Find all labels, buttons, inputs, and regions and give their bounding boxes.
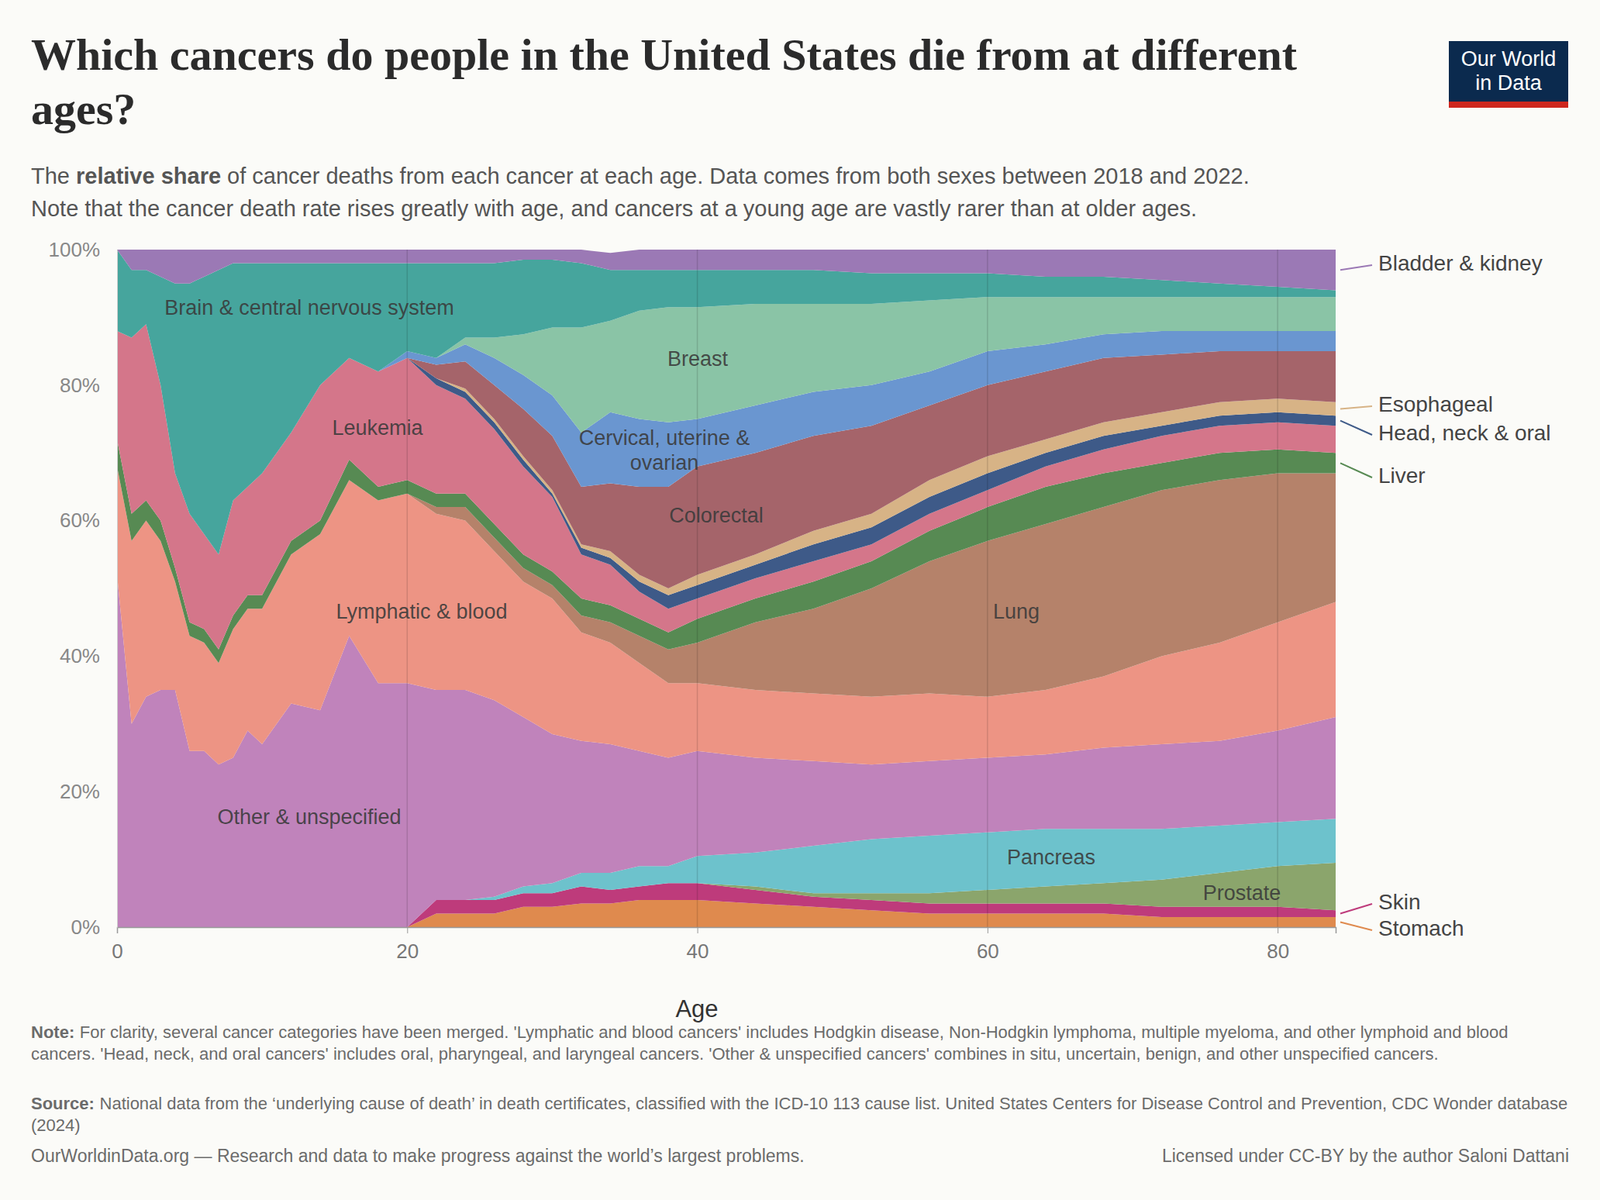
note-text: For clarity, several cancer categories h…	[31, 1022, 1509, 1064]
area	[117, 249, 1336, 290]
x-tick-label: 20	[396, 939, 419, 963]
source: Source:National data from the ‘underlyin…	[31, 1093, 1574, 1137]
x-axis-title: Age	[675, 995, 718, 1023]
label-leader	[1340, 903, 1373, 914]
y-tick: 20%	[59, 779, 118, 804]
grid-line	[1276, 249, 1279, 928]
y-tick: 80%	[59, 373, 118, 397]
subtitle-line: The relative share of cancer deaths from…	[31, 159, 1551, 193]
subtitle-emphasis: relative share	[75, 163, 221, 189]
series-labels: Prostate Pancreas Other & unspecified Lymph…	[164, 251, 1551, 941]
series-label: Liver	[1378, 463, 1426, 488]
x-tick-mark	[1277, 927, 1279, 934]
x-tick-mark	[697, 927, 699, 934]
series-label: Other & unspecified	[217, 805, 401, 829]
subtitle-line: Note that the cancer death rate rises gr…	[31, 192, 1551, 225]
series-label: Cervical, uterine &ovarian	[579, 426, 751, 475]
y-tick-label: 80%	[59, 373, 100, 397]
label-leader	[1340, 462, 1373, 478]
x-tick-mark	[117, 927, 118, 934]
y-axis-line	[117, 250, 118, 928]
logo-line: Our World	[1461, 47, 1557, 72]
y-axis: 0% 20% 40% 60% 80% 100%	[48, 237, 118, 939]
footer-right: Licensed under CC-BY by the author Salon…	[1162, 1145, 1569, 1167]
label-leader	[1340, 265, 1373, 270]
series-label: Pancreas	[1006, 845, 1096, 869]
subtitle: The relative share of cancer deaths from…	[31, 159, 1551, 225]
y-tick-label: 100%	[48, 237, 101, 262]
grid-line	[117, 249, 118, 928]
area	[117, 249, 1336, 555]
note: Note:For clarity, several cancer categor…	[31, 1021, 1574, 1066]
label-leader	[1340, 420, 1373, 435]
series-label: Prostate	[1203, 881, 1282, 905]
y-tick-label: 40%	[59, 644, 100, 668]
series-label: Colorectal	[668, 503, 764, 528]
series-label: Lymphatic & blood	[335, 600, 507, 624]
series-label-line: Cervical, uterine &	[579, 426, 751, 450]
grid-line	[986, 249, 989, 928]
series-label: Head, neck & oral	[1378, 420, 1552, 445]
y-tick: 100%	[48, 237, 118, 262]
y-tick: 60%	[59, 508, 118, 532]
subtitle-text: of cancer deaths from each cancer at eac…	[220, 163, 1250, 189]
x-tick-label: 80	[1266, 939, 1290, 963]
x-axis: 0 20 40 60 80	[111, 927, 1336, 963]
label-leader	[1340, 406, 1373, 409]
footer-left: OurWorldinData.org — Research and data t…	[31, 1145, 805, 1167]
series-label: Breast	[667, 347, 729, 371]
source-label: Source:	[31, 1093, 95, 1114]
y-tick-label: 60%	[59, 508, 100, 532]
series-label: Esophageal	[1378, 392, 1494, 417]
logo: Our Worldin Data	[1448, 41, 1569, 108]
note-label: Note:	[31, 1022, 75, 1042]
series-label: Skin	[1378, 889, 1421, 914]
x-tick-label: 60	[976, 939, 1000, 963]
series-label: Brain & central nervous system	[164, 296, 455, 320]
series-label-line: ovarian	[630, 451, 700, 475]
series-label: Bladder & kidney	[1378, 251, 1543, 276]
source-text: National data from the ‘underlying cause…	[31, 1093, 1568, 1135]
x-tick-mark	[406, 927, 408, 934]
x-tick-label: 40	[686, 939, 710, 963]
grid-line	[406, 249, 409, 928]
x-tick: 40	[686, 927, 710, 963]
y-tick: 0%	[70, 915, 118, 939]
plot-area	[117, 249, 1336, 928]
x-tick-label: 0	[111, 939, 123, 963]
y-tick: 40%	[59, 644, 118, 668]
series-label: Leukemia	[331, 416, 424, 440]
x-tick: 0	[111, 927, 123, 963]
title: Which cancers do people in the United St…	[31, 27, 1380, 137]
x-tick-mark	[987, 927, 989, 934]
y-tick-label: 20%	[59, 779, 100, 804]
x-tick: 60	[976, 927, 1000, 963]
x-tick: 80	[1266, 927, 1290, 963]
chart: 0 20 40 60 80 0% 20% 40% 60% 80% 100% Age Prostate Pa…	[0, 0, 1600, 1200]
series-label: Lung	[993, 600, 1040, 624]
series-label: Stomach	[1378, 916, 1465, 941]
x-axis-line	[117, 927, 1337, 935]
x-tick: 20	[396, 927, 419, 963]
label-leader	[1340, 921, 1373, 931]
y-tick-label: 0%	[70, 915, 100, 939]
subtitle-text: The	[31, 163, 76, 189]
logo-line: in Data	[1475, 71, 1542, 96]
